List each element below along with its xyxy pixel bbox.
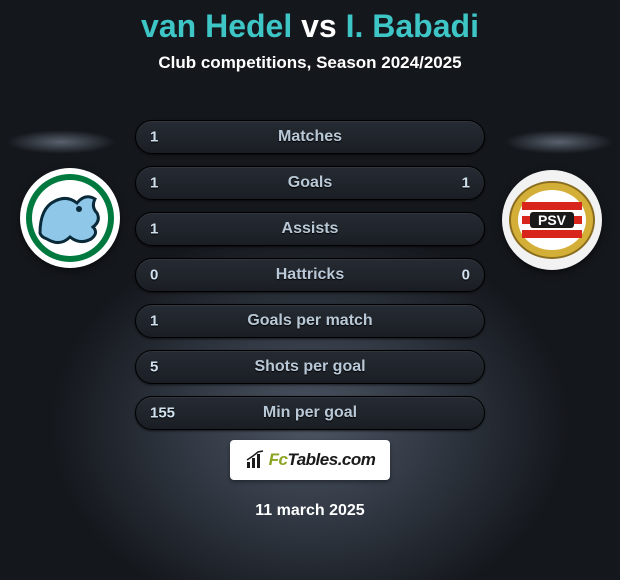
vs-label: vs bbox=[301, 8, 337, 44]
stat-label: Assists bbox=[282, 220, 339, 238]
stat-row: 0 Hattricks 0 bbox=[0, 258, 620, 292]
stat-row: 1 Assists bbox=[0, 212, 620, 246]
stat-value-left: 1 bbox=[150, 175, 158, 192]
player1-name: van Hedel bbox=[141, 8, 292, 44]
stat-bar: 0 Hattricks 0 bbox=[135, 258, 485, 292]
stat-label: Min per goal bbox=[263, 404, 357, 422]
stat-label: Goals bbox=[288, 174, 332, 192]
stat-value-left: 1 bbox=[150, 221, 158, 238]
stat-value-left: 1 bbox=[150, 129, 158, 146]
stat-row: 1 Goals per match bbox=[0, 304, 620, 338]
title: van Hedel vs I. Babadi bbox=[0, 0, 620, 45]
stat-row: 5 Shots per goal bbox=[0, 350, 620, 384]
fctables-chart-icon bbox=[245, 450, 265, 470]
stat-value-left: 5 bbox=[150, 359, 158, 376]
stat-bar: 1 Matches bbox=[135, 120, 485, 154]
stat-row: 1 Goals 1 bbox=[0, 166, 620, 200]
fctables-text: FcTables.com bbox=[269, 450, 376, 470]
player2-name: I. Babadi bbox=[346, 8, 479, 44]
stat-value-right: 1 bbox=[462, 175, 470, 192]
stat-label: Matches bbox=[278, 128, 342, 146]
fctables-badge: FcTables.com bbox=[230, 440, 390, 480]
stat-label: Goals per match bbox=[247, 312, 372, 330]
subtitle: Club competitions, Season 2024/2025 bbox=[0, 53, 620, 73]
stat-value-right: 0 bbox=[462, 267, 470, 284]
stat-value-left: 1 bbox=[150, 313, 158, 330]
stat-bar: 1 Goals per match bbox=[135, 304, 485, 338]
stat-rows: 1 Matches 1 Goals 1 1 Assists 0 Hattricks 0 1 Goals… bbox=[0, 120, 620, 442]
stat-bar: 155 Min per goal bbox=[135, 396, 485, 430]
stat-label: Shots per goal bbox=[254, 358, 365, 376]
comparison-card: van Hedel vs I. Babadi Club competitions… bbox=[0, 0, 620, 580]
stat-bar: 1 Goals 1 bbox=[135, 166, 485, 200]
date-label: 11 march 2025 bbox=[0, 502, 620, 520]
stat-value-left: 0 bbox=[150, 267, 158, 284]
stat-row: 1 Matches bbox=[0, 120, 620, 154]
stat-bar: 1 Assists bbox=[135, 212, 485, 246]
stat-value-left: 155 bbox=[150, 405, 175, 422]
stat-label: Hattricks bbox=[276, 266, 344, 284]
stat-bar: 5 Shots per goal bbox=[135, 350, 485, 384]
stat-row: 155 Min per goal bbox=[0, 396, 620, 430]
